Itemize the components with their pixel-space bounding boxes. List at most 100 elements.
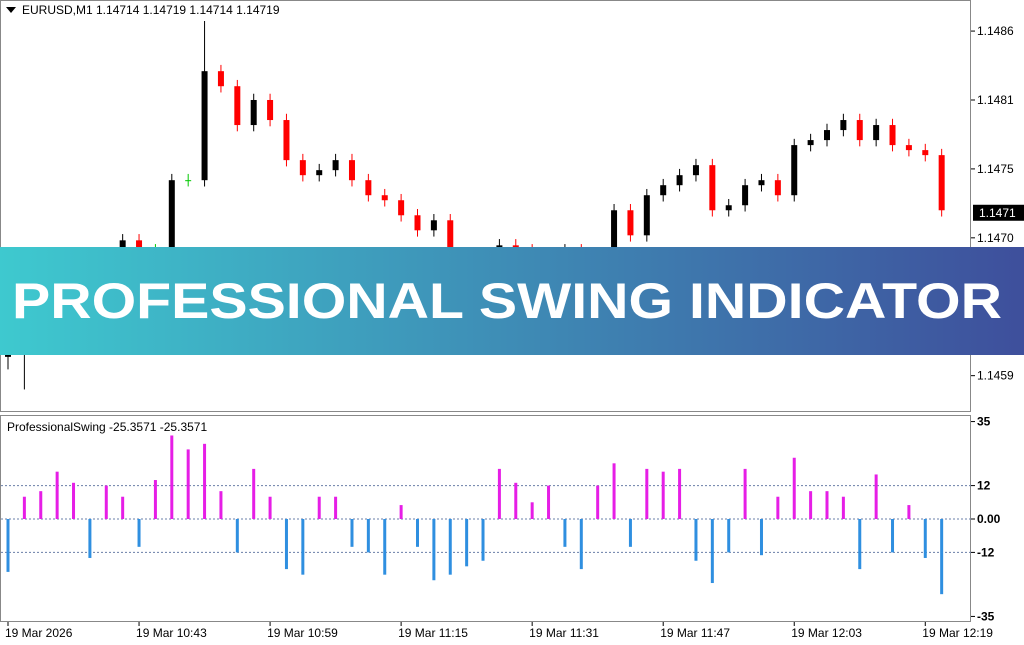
histogram-bar [170,435,174,519]
candle-body [348,160,355,181]
candle-body [889,125,896,146]
y-tick-label: 1.1481 [977,93,1014,107]
histogram-bar [825,491,829,519]
histogram-bar [628,519,632,547]
candle-body [267,99,274,121]
histogram-bar [858,519,862,570]
menu-arrow [6,7,16,13]
histogram-bar [497,468,501,519]
histogram-bar [301,519,305,575]
histogram-bar [432,519,436,581]
y-tick-label: -12 [977,545,995,559]
histogram-bar [88,519,92,558]
candle-body [217,71,224,87]
histogram-bar [121,496,125,519]
histogram-bar [645,468,649,519]
candle-body [873,125,880,141]
histogram-bar [874,474,878,519]
candle-body [725,205,732,211]
candle-body [938,155,945,211]
histogram-bar [792,457,796,519]
y-tick-label: 1.1470 [977,231,1014,245]
histogram-bar [678,468,682,519]
candle-body [643,195,650,236]
histogram-bar [55,471,59,519]
histogram-bar [891,519,895,553]
candle-body [774,180,781,196]
histogram-bar [6,519,10,572]
histogram-bar [22,496,26,519]
candle-body [709,165,716,211]
x-tick-label: 19 Mar 10:43 [136,626,207,640]
histogram-bar [350,519,354,547]
histogram-bar [710,519,714,584]
y-tick-label: 1.1475 [977,162,1014,176]
histogram-bar [481,519,485,561]
candle-body [791,145,798,196]
histogram-bar [841,496,845,519]
candle-body [742,185,749,206]
histogram-bar [727,519,731,553]
candle-body [283,120,290,161]
histogram-bar [252,468,256,519]
candle-body [234,86,241,126]
histogram-bar [530,502,534,519]
candle-body [332,160,339,171]
histogram-bar [334,496,338,519]
histogram-bar [284,519,288,570]
histogram-bar [366,519,370,553]
x-tick-label: 19 Mar 11:47 [660,626,730,640]
banner-text: PROFESSIONAL SWING INDICATOR [12,273,1002,329]
histogram-bar [72,482,76,519]
y-tick-label: 1.1486 [977,24,1014,38]
histogram-bar [219,491,223,519]
histogram-bar [268,496,272,519]
candle-body [447,220,454,261]
y-tick-label: -35 [977,609,995,623]
histogram-bar [579,519,583,570]
histogram-bar [776,496,780,519]
x-tick-label: 19 Mar 2026 [5,626,73,640]
histogram-bar [153,480,157,519]
histogram-bar [743,468,747,519]
histogram-bar [416,519,419,547]
histogram-bar [514,482,518,519]
x-tick-label: 19 Mar 11:15 [398,626,468,640]
main-panel [0,0,971,412]
last-price-box [973,204,1024,221]
histogram-bar [612,463,616,519]
histogram-bar [448,519,452,575]
candle-body [398,200,405,216]
histogram-bar [694,519,698,561]
candle-body [856,120,863,141]
histogram-bar [39,491,43,519]
histogram-bar [465,519,469,567]
candle-body [414,215,421,231]
candle-body [136,240,143,251]
candle-body [905,145,912,151]
candle-body [824,130,830,141]
histogram-bar [547,485,551,519]
candle-body [365,180,372,196]
histogram-bar [104,485,108,519]
y-tick-label: 0.00 [977,512,1001,526]
candle-body [299,160,306,176]
histogram-bar [383,519,387,575]
x-tick-label: 19 Mar 11:31 [529,626,599,640]
histogram-bar [923,519,927,558]
histogram-bar [186,449,190,519]
candle-body [807,140,814,146]
x-tick-label: 19 Mar 12:19 [922,626,993,640]
candle-body [676,175,683,186]
indicator-title: ProfessionalSwing -25.3571 -25.3571 [7,420,207,434]
banner-band [0,247,1024,355]
y-tick-label: 35 [977,415,991,429]
candle-body [840,120,847,131]
histogram-bar [563,519,567,547]
candle-body [922,150,929,156]
histogram-bar [661,471,665,519]
histogram-bar [809,491,813,519]
histogram-bar [137,519,141,547]
candle-body [185,180,192,182]
